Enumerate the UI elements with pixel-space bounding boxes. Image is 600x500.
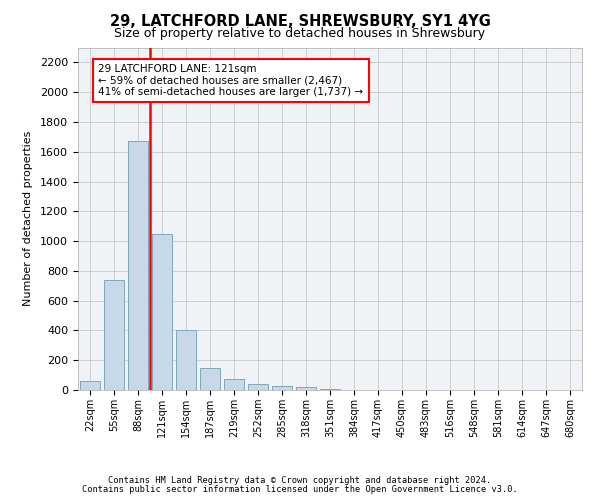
Bar bbox=[272, 386, 292, 390]
Text: Contains public sector information licensed under the Open Government Licence v3: Contains public sector information licen… bbox=[82, 485, 518, 494]
Text: Contains HM Land Registry data © Crown copyright and database right 2024.: Contains HM Land Registry data © Crown c… bbox=[109, 476, 491, 485]
Bar bbox=[224, 379, 244, 390]
Y-axis label: Number of detached properties: Number of detached properties bbox=[23, 131, 33, 306]
Bar bbox=[320, 388, 340, 390]
Bar bbox=[104, 280, 124, 390]
Bar bbox=[200, 368, 220, 390]
Text: Size of property relative to detached houses in Shrewsbury: Size of property relative to detached ho… bbox=[115, 28, 485, 40]
Bar bbox=[176, 330, 196, 390]
Bar bbox=[128, 142, 148, 390]
Bar bbox=[80, 381, 100, 390]
Text: 29, LATCHFORD LANE, SHREWSBURY, SY1 4YG: 29, LATCHFORD LANE, SHREWSBURY, SY1 4YG bbox=[110, 14, 490, 29]
Bar bbox=[296, 387, 316, 390]
Bar bbox=[248, 384, 268, 390]
Text: 29 LATCHFORD LANE: 121sqm
← 59% of detached houses are smaller (2,467)
41% of se: 29 LATCHFORD LANE: 121sqm ← 59% of detac… bbox=[98, 64, 364, 97]
Bar bbox=[152, 234, 172, 390]
